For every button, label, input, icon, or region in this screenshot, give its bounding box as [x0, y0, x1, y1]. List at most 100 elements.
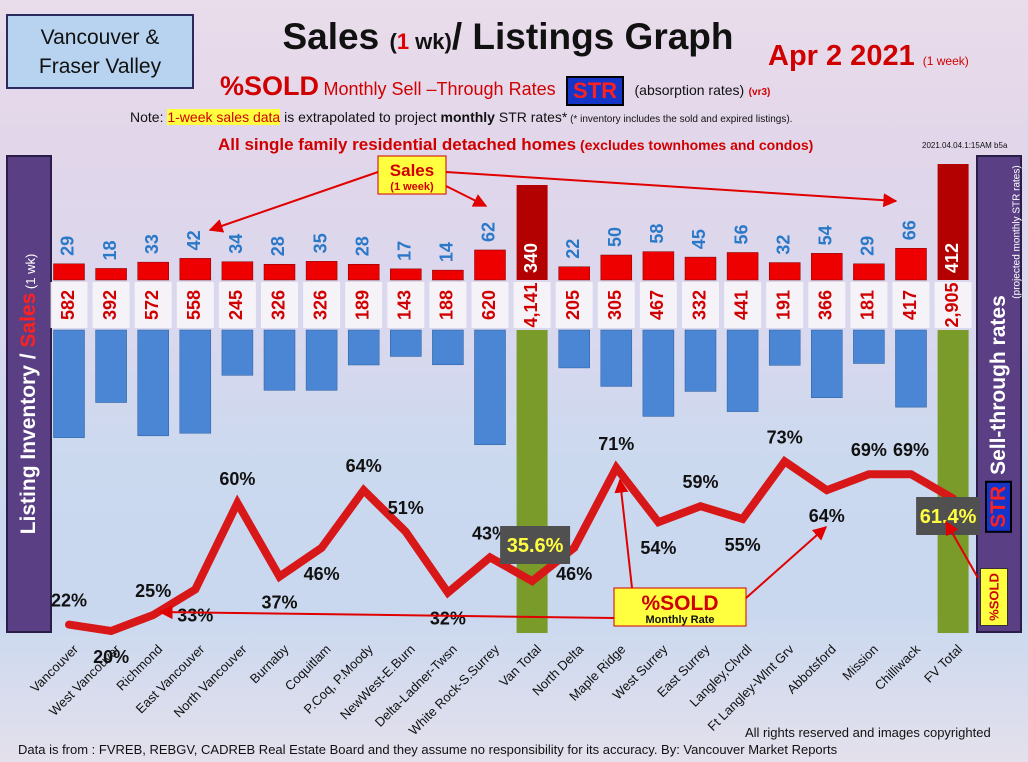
note-highlight: 1-week sales data: [167, 109, 281, 125]
inventory-bar-langley-clvrdl: [726, 329, 759, 412]
sales-label-maple-ridge: 50: [605, 227, 625, 247]
right-axis-panel: [976, 155, 1022, 633]
sold-label-delta-ladner-twsn: 32%: [430, 609, 466, 629]
inventory-label-abbotsford: 366: [816, 290, 836, 320]
value-band-coquitlam: [303, 282, 341, 328]
inventory-label-delta-ladner-twsn: 188: [437, 290, 457, 320]
category-label-north-vancouver: North Vancouver: [171, 641, 250, 720]
note-monthly: monthly: [440, 109, 495, 125]
sales-label-white-rock-s-surrey: 62: [479, 222, 499, 242]
sales-label-langley-clvrdl: 56: [731, 224, 751, 244]
sales-label-van-total: 340: [521, 243, 541, 273]
note-suffix: STR rates*: [494, 109, 568, 125]
inventory-bar-east-surrey: [684, 329, 717, 392]
sales-bar-richmond: [137, 261, 169, 281]
value-band-east-vancouver: [176, 282, 214, 328]
inventory-bar-coquitlam: [305, 329, 338, 391]
category-label-fv-total: FV Total: [921, 641, 965, 685]
sold-arrow-up: [614, 478, 633, 589]
inventory-bar-delta-ladner-twsn: [432, 329, 464, 366]
sold-label-east-vancouver: 33%: [177, 605, 213, 625]
sold-label-chilliwack: 69%: [893, 440, 929, 460]
value-band-p-coq-p-moody: [345, 282, 383, 328]
sales-label-fv-total: 412: [942, 243, 962, 273]
value-band-east-surrey: [682, 282, 719, 328]
inventory-bar-vancouver: [53, 329, 85, 438]
date-note: (1 week): [922, 54, 969, 68]
inventory-label-richmond: 572: [142, 290, 162, 320]
title-wk: wk): [409, 29, 452, 54]
value-band-vancouver: [50, 282, 88, 328]
sold-label-white-rock-s-surrey: 43%: [472, 523, 508, 543]
title-paren: (: [389, 29, 397, 54]
sold-arrow-right: [745, 526, 828, 599]
sold-callout-sub: Monthly Rate: [645, 614, 714, 626]
sales-bar-maple-ridge: [600, 254, 633, 281]
sold-label-van-total: 35.6%: [507, 535, 564, 557]
rights-note: All rights reserved and images copyright…: [745, 725, 991, 740]
inventory-label-fv-total: 2,905: [942, 282, 962, 327]
sold-label-abbotsford: 64%: [809, 506, 845, 526]
sold-label-north-vancouver: 60%: [219, 469, 255, 489]
value-band-burnaby: [261, 282, 298, 328]
inventory-label-burnaby: 326: [268, 290, 288, 320]
inventory-bar-fv-total: [937, 330, 969, 633]
sold-label-west-vancouver: 20%: [93, 647, 129, 667]
sold-callout-label: %SOLD: [641, 592, 718, 615]
sales-arrow-right: [445, 171, 898, 208]
inventory-bar-newwest-e-burn: [390, 329, 422, 357]
sales-bar-newwest-e-burn: [390, 268, 422, 281]
inventory-bar-abbotsford: [811, 329, 843, 398]
homes-sub: (excludes townhomes and condos): [576, 137, 814, 153]
inventory-label-coquitlam: 326: [310, 290, 330, 320]
inventory-label-white-rock-s-surrey: 620: [479, 290, 499, 320]
sales-callout-label: Sales: [390, 161, 434, 180]
inventory-bar-north-vancouver: [221, 329, 254, 376]
inventory-label-west-surrey: 467: [647, 290, 667, 320]
sales-label-north-vancouver: 34: [226, 234, 246, 254]
sales-label-chilliwack: 66: [900, 220, 920, 240]
sold-label: %SOLD: [220, 71, 320, 101]
sales-label-p-coq-p-moody: 28: [352, 236, 372, 256]
sales-label-richmond: 33: [142, 234, 162, 254]
title-listings: / Listings Graph: [451, 16, 734, 57]
inventory-bar-west-vancouver: [95, 329, 127, 403]
inventory-label-north-delta: 205: [563, 290, 583, 320]
sales-arrow-left: [208, 171, 379, 233]
region-line-2: Fraser Valley: [38, 54, 162, 78]
str-line: [65, 455, 958, 636]
sold-label-north-delta: 46%: [556, 564, 592, 584]
region-line-1: Vancouver &: [40, 25, 160, 49]
value-band-chilliwack: [892, 282, 930, 328]
inventory-bar-richmond: [137, 329, 169, 437]
inventory-label-maple-ridge: 305: [605, 290, 625, 320]
sold-label-fv-total: 61.4%: [920, 506, 977, 528]
value-band-white-rock-s-surrey: [471, 282, 509, 328]
sales-label-abbotsford: 54: [816, 225, 836, 245]
sold-label-langley-clvrdl: 55%: [725, 535, 761, 555]
inventory-bar-van-total: [516, 330, 548, 633]
sales-bar-abbotsford: [811, 253, 843, 281]
str-badge: STR: [566, 75, 625, 106]
sales-bar-east-surrey: [684, 256, 717, 281]
sales-label-delta-ladner-twsn: 14: [437, 242, 457, 262]
note-middle: is extrapolated to project: [280, 109, 441, 125]
homes-main: All single family residential detached h…: [218, 135, 577, 154]
sales-label-east-vancouver: 42: [184, 230, 204, 250]
value-band-van-total: [513, 282, 551, 328]
sales-bar-ft-langley-wlnt-grv: [768, 262, 801, 281]
version-label: (vr3): [748, 87, 771, 98]
inventory-bar-north-delta: [558, 329, 590, 369]
sold-label-mission: 69%: [851, 440, 887, 460]
inventory-label-vancouver: 582: [58, 290, 78, 320]
sales-callout-box: [377, 155, 447, 195]
value-band-west-vancouver: [92, 282, 130, 328]
sales-bar-mission: [853, 263, 885, 281]
note-prefix: Note:: [130, 109, 168, 125]
note: Note: 1-week sales data is extrapolated …: [130, 109, 792, 125]
sales-label-west-vancouver: 18: [100, 240, 120, 260]
sales-label-mission: 29: [858, 236, 878, 256]
sold-arrow-left: [158, 605, 615, 620]
inventory-label-langley-clvrdl: 441: [731, 290, 751, 320]
